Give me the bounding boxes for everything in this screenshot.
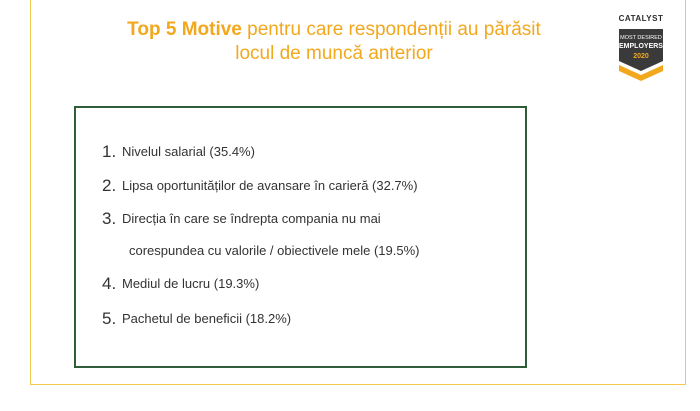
list-item: 5. Pachetul de beneficii (18.2%)	[102, 309, 292, 328]
item-text: Nivelul salarial (35.4%)	[122, 144, 255, 159]
title-line2: locul de muncă anterior	[235, 43, 433, 64]
slide: Top 5 Motive pentru care respondenții au…	[30, 0, 686, 385]
item-number: 3.	[102, 209, 117, 228]
item-number: 2.	[102, 176, 117, 195]
employer-badge: CATALYST MOST DESIRED EMPLOYERS 2020	[613, 14, 669, 94]
slide-title: Top 5 Motive pentru care respondenții au…	[31, 18, 637, 66]
item-text: Pachetul de beneficii (18.2%)	[122, 311, 292, 326]
item-number: 4.	[102, 274, 117, 293]
list-item: 1. Nivelul salarial (35.4%)	[102, 142, 255, 161]
list-item: 2. Lipsa oportunităților de avansare în …	[102, 176, 418, 195]
list-item: 3. Direcția în care se îndrepta compania…	[102, 209, 381, 228]
badge-line2: EMPLOYERS	[619, 43, 663, 50]
title-bold: Top 5 Motive	[127, 19, 242, 40]
reasons-list: 1. Nivelul salarial (35.4%) 2. Lipsa opo…	[74, 106, 527, 368]
badge-brand: CATALYST	[618, 14, 664, 23]
item-text: Direcția în care se îndrepta compania nu…	[122, 211, 381, 226]
item-number: 5.	[102, 309, 117, 328]
badge-shield-icon	[619, 29, 663, 81]
badge-line1: MOST DESIRED	[620, 35, 662, 41]
item-number: 1.	[102, 142, 117, 161]
title-rest: pentru care respondenții au părăsit	[241, 19, 541, 40]
list-item: 4. Mediul de lucru (19.3%)	[102, 274, 260, 293]
item-text-continued: corespundea cu valorile / obiectivele me…	[129, 243, 420, 258]
item-text: Mediul de lucru (19.3%)	[122, 276, 260, 291]
badge-year: 2020	[633, 53, 649, 60]
item-text: Lipsa oportunităților de avansare în car…	[122, 178, 418, 193]
